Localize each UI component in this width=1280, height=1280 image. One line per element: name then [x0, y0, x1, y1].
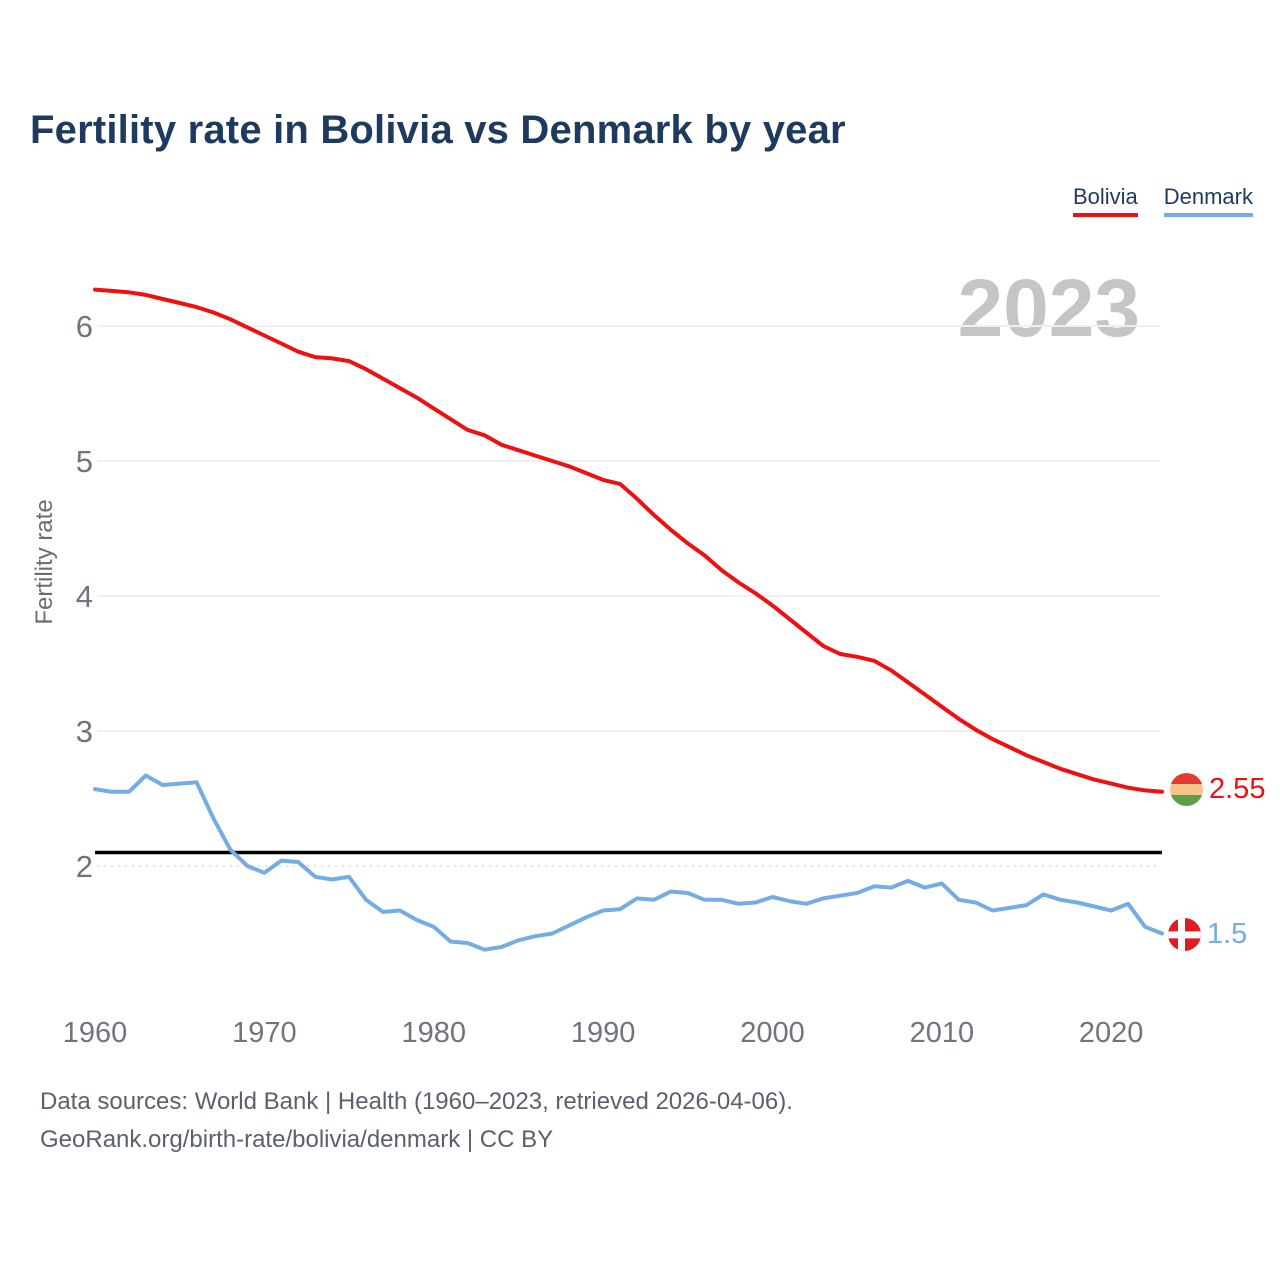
y-tick-label: 5 [76, 444, 93, 479]
legend-item-bolivia[interactable]: Bolivia [1072, 184, 1138, 218]
denmark-flag-icon [1168, 918, 1201, 951]
x-tick-label: 2020 [1079, 1017, 1144, 1049]
denmark-end-label: 1.5 [1168, 918, 1247, 951]
denmark-line[interactable] [93, 773, 1164, 952]
gridlines [97, 325, 1160, 867]
x-tick-label: 2010 [910, 1017, 975, 1049]
bolivia-end-label: 2.55 [1170, 773, 1265, 806]
x-tick-label: 1980 [401, 1017, 466, 1049]
y-tick-label: 6 [76, 309, 93, 344]
denmark-end-value: 1.5 [1207, 918, 1248, 950]
y-axis-title: Fertility rate [31, 499, 58, 625]
y-tick-label: 3 [76, 714, 93, 749]
legend-item-denmark[interactable]: Denmark [1163, 184, 1253, 218]
x-tick-label: 1970 [232, 1017, 297, 1049]
year-watermark: 2023 [957, 263, 1140, 354]
bolivia-line[interactable] [93, 287, 1164, 794]
y-tick-label: 4 [76, 579, 93, 614]
axis-tick-labels: 2 3 4 5 6 1960 1970 1980 1990 2000 2010 2020 [63, 309, 1144, 1049]
x-tick-label: 1960 [63, 1017, 128, 1049]
bolivia-end-value: 2.55 [1209, 773, 1266, 805]
y-tick-label: 2 [76, 849, 93, 884]
x-tick-label: 1990 [571, 1017, 636, 1049]
x-tick-label: 2000 [740, 1017, 805, 1049]
data-source-line2: GeoRank.org/birth-rate/bolivia/denmark |… [40, 1126, 554, 1153]
legend: Bolivia Denmark [1072, 184, 1253, 218]
data-source-line1: Data sources: World Bank | Health (1960–… [40, 1088, 793, 1115]
page-title: Fertility rate in Bolivia vs Denmark by … [30, 108, 846, 152]
bolivia-flag-icon [1170, 773, 1203, 806]
